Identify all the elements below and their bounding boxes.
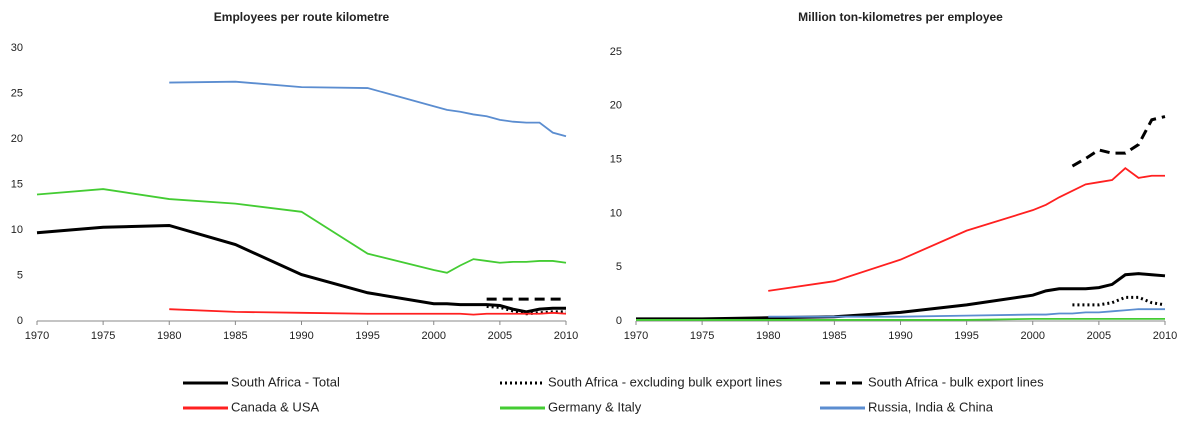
chart-title: Employees per route kilometre — [214, 10, 390, 24]
y-tick-label: 10 — [11, 224, 23, 236]
series-line — [636, 317, 1165, 321]
legend-label: South Africa - bulk export lines — [868, 374, 1044, 389]
y-tick-label: 0 — [616, 315, 622, 327]
legend-label: South Africa - excluding bulk export lin… — [548, 374, 783, 389]
x-tick-label: 2005 — [1087, 330, 1111, 342]
legend-label: Canada & USA — [231, 399, 319, 414]
x-tick-label: 2000 — [1021, 330, 1045, 342]
x-tick-label: 1985 — [223, 330, 247, 342]
x-tick-label: 1990 — [289, 330, 313, 342]
legend-label: Russia, India & China — [868, 399, 994, 414]
y-tick-label: 25 — [11, 87, 23, 99]
series-line — [768, 308, 1165, 318]
y-tick-label: 10 — [610, 207, 622, 219]
x-tick-label: 1970 — [624, 330, 648, 342]
series-line — [1072, 295, 1166, 307]
y-tick-label: 15 — [11, 178, 23, 190]
series-line — [1071, 115, 1166, 168]
x-tick-label: 1995 — [355, 330, 379, 342]
y-tick-label: 0 — [17, 315, 23, 327]
x-tick-label: 1990 — [888, 330, 912, 342]
x-tick-label: 1975 — [91, 330, 115, 342]
x-tick-label: 2005 — [488, 330, 512, 342]
series-line — [169, 308, 567, 316]
x-tick-label: 2000 — [422, 330, 446, 342]
x-tick-label: 1985 — [822, 330, 846, 342]
x-tick-label: 1980 — [157, 330, 181, 342]
y-tick-label: 25 — [610, 46, 622, 58]
x-tick-label: 1975 — [690, 330, 714, 342]
y-tick-label: 5 — [17, 269, 23, 281]
series-line — [768, 167, 1165, 292]
x-tick-label: 2010 — [554, 330, 578, 342]
y-tick-label: 30 — [11, 42, 23, 54]
chart-title: Million ton-kilometres per employee — [798, 10, 1003, 24]
legend-label: Germany & Italy — [548, 399, 642, 414]
series-line — [36, 223, 566, 314]
x-tick-label: 2010 — [1153, 330, 1177, 342]
x-tick-label: 1970 — [25, 330, 49, 342]
x-tick-label: 1980 — [756, 330, 780, 342]
legend-label: South Africa - Total — [231, 374, 340, 389]
series-line — [36, 188, 567, 274]
x-tick-label: 1995 — [954, 330, 978, 342]
y-tick-label: 5 — [616, 261, 622, 273]
y-tick-label: 20 — [610, 100, 622, 112]
series-line — [169, 80, 567, 138]
y-tick-label: 20 — [11, 133, 23, 145]
y-tick-label: 15 — [610, 154, 622, 166]
